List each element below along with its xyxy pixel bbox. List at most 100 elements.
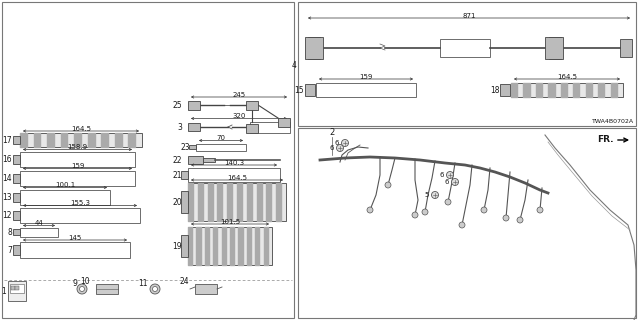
Circle shape <box>431 191 438 198</box>
Text: 6: 6 <box>440 172 444 178</box>
Bar <box>298 2 636 126</box>
Bar <box>11 286 15 290</box>
Text: 6: 6 <box>445 179 449 185</box>
Text: 159: 159 <box>359 74 372 79</box>
Circle shape <box>79 286 84 292</box>
Text: 6: 6 <box>335 140 339 146</box>
Text: 24: 24 <box>179 277 189 286</box>
Text: FR.: FR. <box>598 134 614 143</box>
Text: 320: 320 <box>232 113 246 119</box>
Circle shape <box>445 199 451 205</box>
Text: 2: 2 <box>330 127 335 137</box>
Bar <box>188 183 286 221</box>
Bar <box>188 227 272 265</box>
Bar <box>545 37 563 59</box>
Bar <box>13 193 19 202</box>
Text: 12: 12 <box>3 211 12 220</box>
Text: 18: 18 <box>490 85 500 94</box>
Text: 21: 21 <box>173 171 182 180</box>
Bar <box>246 100 258 109</box>
Text: 22: 22 <box>173 156 182 164</box>
Bar <box>180 235 188 257</box>
Bar <box>549 37 561 59</box>
Text: 6: 6 <box>330 145 334 151</box>
Bar <box>10 284 24 293</box>
Circle shape <box>342 140 349 147</box>
Text: 164.5: 164.5 <box>557 74 577 79</box>
Bar <box>180 191 188 213</box>
Text: 145: 145 <box>68 235 82 241</box>
Bar <box>13 136 19 144</box>
Text: 44: 44 <box>35 220 44 226</box>
Bar <box>250 122 290 132</box>
Text: 140.3: 140.3 <box>224 159 244 165</box>
Text: 70: 70 <box>216 135 225 141</box>
Bar <box>20 242 130 258</box>
Bar <box>305 37 323 59</box>
Bar <box>20 171 135 186</box>
Bar <box>316 83 416 97</box>
Text: 4: 4 <box>291 60 296 69</box>
Circle shape <box>412 212 418 218</box>
Bar <box>189 145 195 149</box>
Text: 100.1: 100.1 <box>55 182 75 188</box>
Circle shape <box>451 179 458 186</box>
Bar <box>13 173 19 182</box>
Text: 158.9: 158.9 <box>67 144 88 150</box>
Text: 11: 11 <box>138 278 148 287</box>
Bar <box>20 189 110 204</box>
Bar <box>180 171 188 179</box>
Text: 1: 1 <box>1 286 6 295</box>
Text: 164.5: 164.5 <box>71 125 91 132</box>
Text: 245: 245 <box>232 92 246 98</box>
Text: 17: 17 <box>3 135 12 145</box>
Text: 14: 14 <box>3 173 12 182</box>
Text: TWA4B0702A: TWA4B0702A <box>592 119 634 124</box>
Bar <box>13 229 19 235</box>
Text: 15: 15 <box>294 85 304 94</box>
Bar <box>96 284 118 294</box>
Bar <box>305 84 315 96</box>
Text: 20: 20 <box>172 197 182 206</box>
Bar <box>13 245 19 255</box>
Bar <box>620 39 632 57</box>
Bar <box>20 151 135 166</box>
Circle shape <box>481 207 487 213</box>
Text: 164.5: 164.5 <box>227 174 247 180</box>
Circle shape <box>150 284 160 294</box>
Bar <box>511 83 623 97</box>
Bar <box>203 158 215 162</box>
Circle shape <box>517 217 523 223</box>
Bar <box>20 133 142 147</box>
Circle shape <box>152 286 157 292</box>
Text: 159: 159 <box>71 163 84 169</box>
Text: 8: 8 <box>7 228 12 236</box>
Bar <box>440 39 490 57</box>
Text: 19: 19 <box>172 242 182 251</box>
Text: 101.5: 101.5 <box>220 219 240 225</box>
Bar <box>188 123 200 132</box>
Bar <box>188 168 280 182</box>
Circle shape <box>385 182 391 188</box>
Bar <box>13 211 19 220</box>
Circle shape <box>503 215 509 221</box>
Text: 7: 7 <box>7 245 12 254</box>
Bar <box>188 156 203 164</box>
Circle shape <box>337 145 344 151</box>
Circle shape <box>77 284 87 294</box>
Text: 10: 10 <box>81 277 90 286</box>
Bar <box>188 100 200 109</box>
Bar <box>500 84 510 96</box>
Bar <box>195 284 217 294</box>
Bar <box>298 128 636 318</box>
Text: 155.3: 155.3 <box>70 200 90 206</box>
Circle shape <box>422 209 428 215</box>
Text: 5: 5 <box>424 192 429 198</box>
Bar <box>246 124 258 132</box>
Text: 9: 9 <box>72 278 77 287</box>
Circle shape <box>447 172 454 179</box>
Bar <box>15 286 19 290</box>
Circle shape <box>537 207 543 213</box>
Bar <box>13 155 19 164</box>
Text: 23: 23 <box>180 142 190 151</box>
